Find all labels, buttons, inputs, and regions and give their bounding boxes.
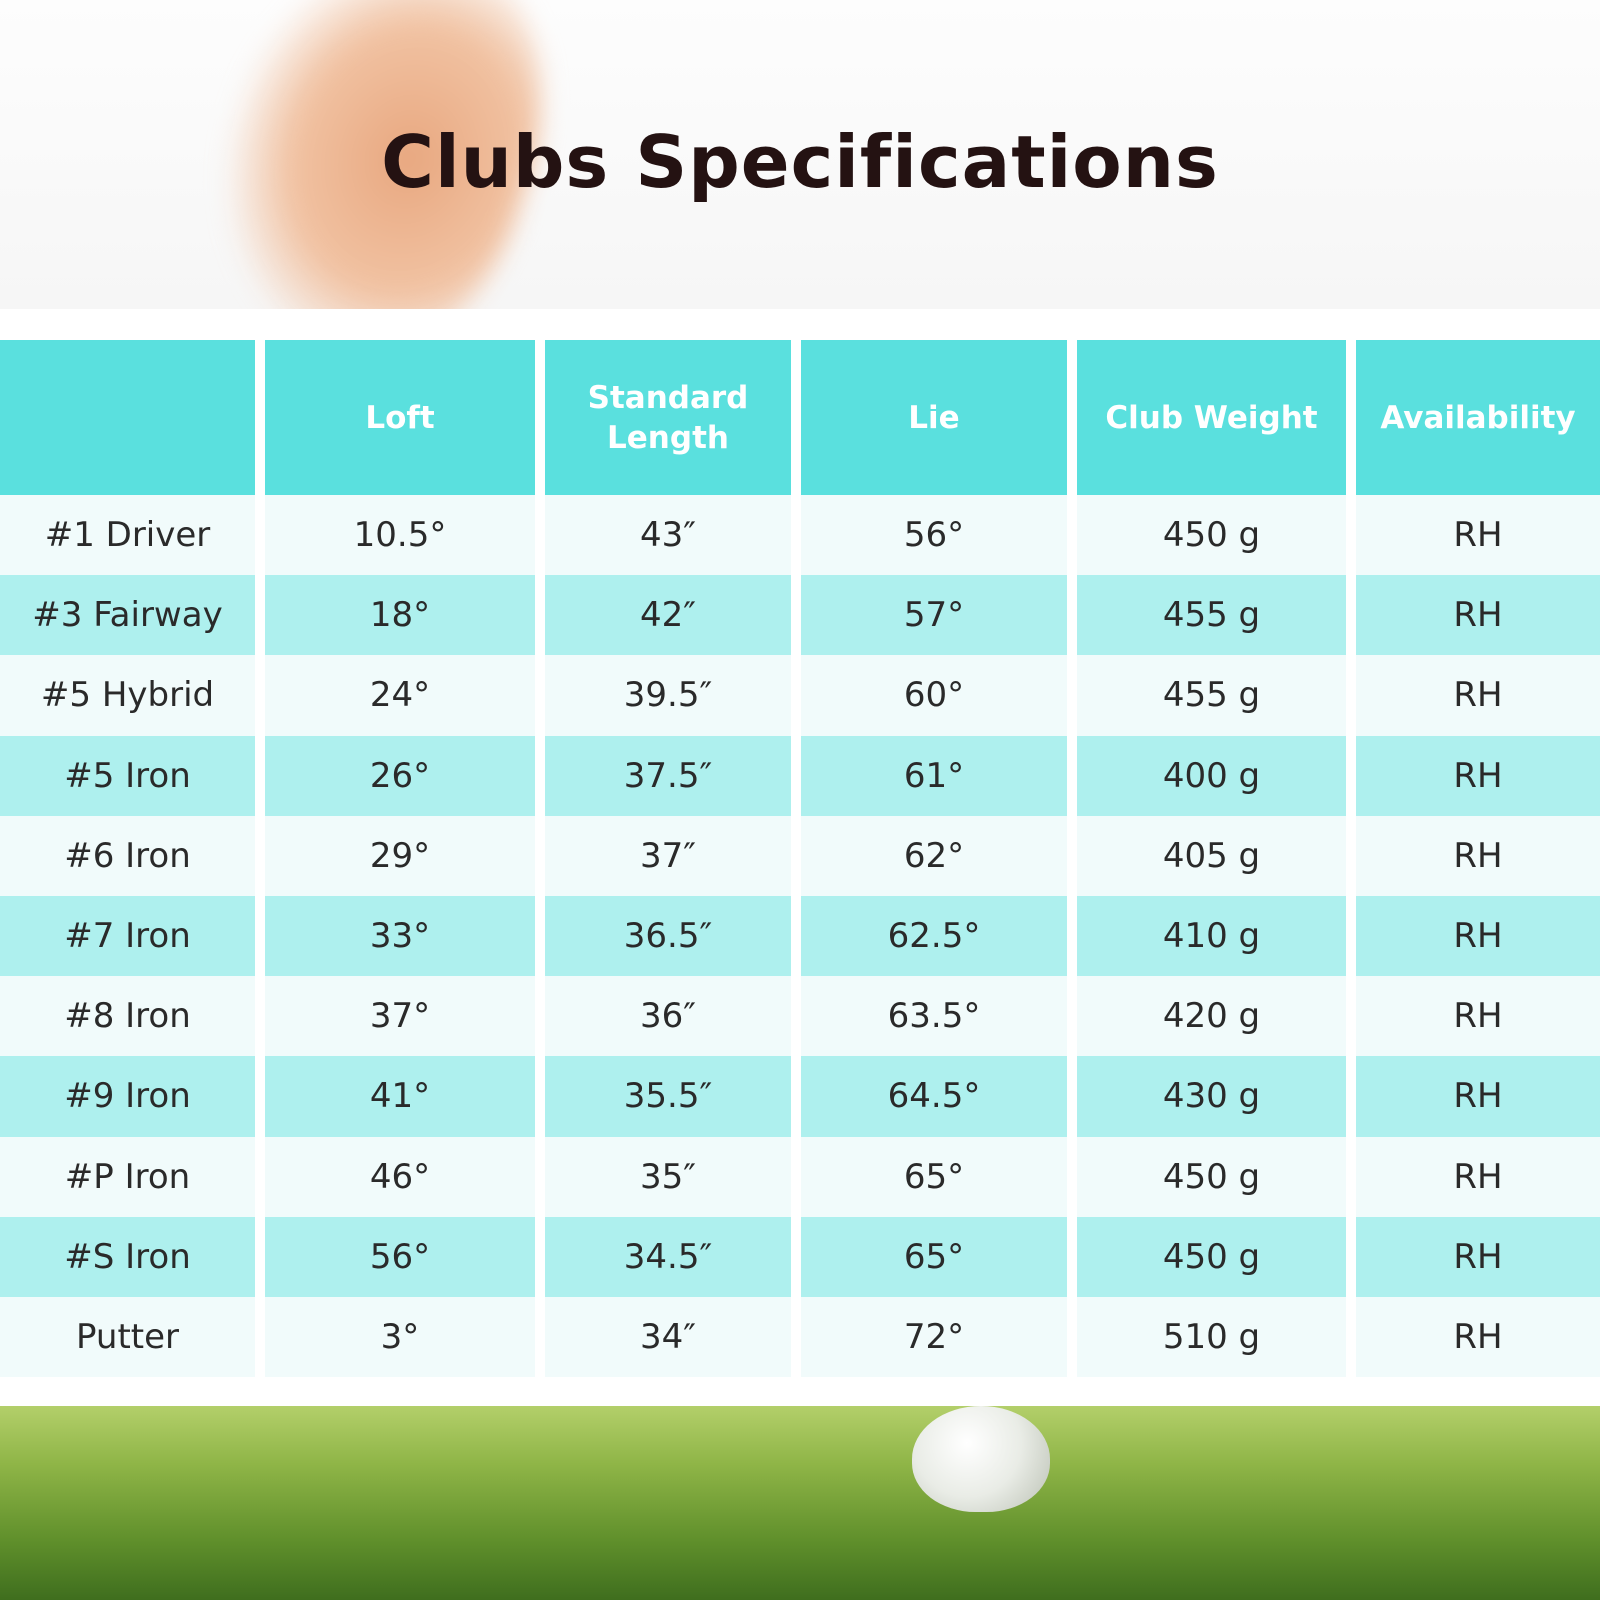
table-cell: RH — [1356, 1136, 1600, 1217]
table-cell: 455 g — [1077, 655, 1346, 736]
table-cell: 37.5″ — [545, 735, 791, 816]
table-cell: 36.5″ — [545, 896, 791, 977]
table-cell: 56° — [801, 495, 1067, 576]
table-cell: 63.5° — [801, 976, 1067, 1057]
table-cell: 65° — [801, 1136, 1067, 1217]
table-cell: 430 g — [1077, 1056, 1346, 1137]
table-cell: 35″ — [545, 1136, 791, 1217]
table-cell: 24° — [265, 655, 535, 736]
table-cell: 510 g — [1077, 1297, 1346, 1378]
row-label: #5 Hybrid — [0, 655, 255, 736]
table-cell: 64.5° — [801, 1056, 1067, 1137]
grass-photo — [0, 1406, 1600, 1600]
table-cell: 420 g — [1077, 976, 1346, 1057]
header-image — [0, 0, 1600, 309]
table-cell: 400 g — [1077, 735, 1346, 816]
row-label: #3 Fairway — [0, 575, 255, 656]
table-cell: 65° — [801, 1216, 1067, 1297]
table-cell: RH — [1356, 735, 1600, 816]
table-cell: 39.5″ — [545, 655, 791, 736]
table-cell: RH — [1356, 1056, 1600, 1137]
table-cell: 3° — [265, 1297, 535, 1378]
table-cell: 42″ — [545, 575, 791, 656]
golf-ball — [912, 1406, 1050, 1512]
table-cell: 455 g — [1077, 575, 1346, 656]
row-label: Putter — [0, 1297, 255, 1378]
table-cell: 410 g — [1077, 896, 1346, 977]
table-cell: RH — [1356, 976, 1600, 1057]
table-cell: 62° — [801, 815, 1067, 896]
table-cell: 46° — [265, 1136, 535, 1217]
row-label: #9 Iron — [0, 1056, 255, 1137]
table-cell: 56° — [265, 1216, 535, 1297]
table-cell: RH — [1356, 575, 1600, 656]
table-cell: 43″ — [545, 495, 791, 576]
header-cell — [0, 340, 255, 495]
table-cell: 36″ — [545, 976, 791, 1057]
table-cell: 41° — [265, 1056, 535, 1137]
table-cell: 29° — [265, 815, 535, 896]
header-cell: Club Weight — [1077, 340, 1346, 495]
header-cell: Loft — [265, 340, 535, 495]
row-label: #7 Iron — [0, 896, 255, 977]
table-cell: 10.5° — [265, 495, 535, 576]
row-label: #8 Iron — [0, 976, 255, 1057]
table-cell: 72° — [801, 1297, 1067, 1378]
table-cell: 450 g — [1077, 1216, 1346, 1297]
header-cell: Standard Length — [545, 340, 791, 495]
table-cell: 405 g — [1077, 815, 1346, 896]
table-cell: 450 g — [1077, 1136, 1346, 1217]
table-cell: RH — [1356, 495, 1600, 576]
table-cell: 26° — [265, 735, 535, 816]
table-cell: 60° — [801, 655, 1067, 736]
table-cell: 57° — [801, 575, 1067, 656]
table-cell: 34″ — [545, 1297, 791, 1378]
row-label: #5 Iron — [0, 735, 255, 816]
row-label: #1 Driver — [0, 495, 255, 576]
table-cell: 33° — [265, 896, 535, 977]
table-cell: 37° — [265, 976, 535, 1057]
table-cell: 18° — [265, 575, 535, 656]
header-cell: Lie — [801, 340, 1067, 495]
table-cell: 62.5° — [801, 896, 1067, 977]
table-cell: RH — [1356, 655, 1600, 736]
table-cell: RH — [1356, 896, 1600, 977]
table-cell: 61° — [801, 735, 1067, 816]
table-cell: 35.5″ — [545, 1056, 791, 1137]
header-cell: Availability — [1356, 340, 1600, 495]
row-label: #P Iron — [0, 1136, 255, 1217]
table-cell: RH — [1356, 815, 1600, 896]
table-cell: RH — [1356, 1216, 1600, 1297]
table-cell: RH — [1356, 1297, 1600, 1378]
row-label: #6 Iron — [0, 815, 255, 896]
row-label: #S Iron — [0, 1216, 255, 1297]
table-cell: 37″ — [545, 815, 791, 896]
title: Clubs Specifications — [381, 120, 1219, 204]
table-cell: 450 g — [1077, 495, 1346, 576]
table-cell: 34.5″ — [545, 1216, 791, 1297]
